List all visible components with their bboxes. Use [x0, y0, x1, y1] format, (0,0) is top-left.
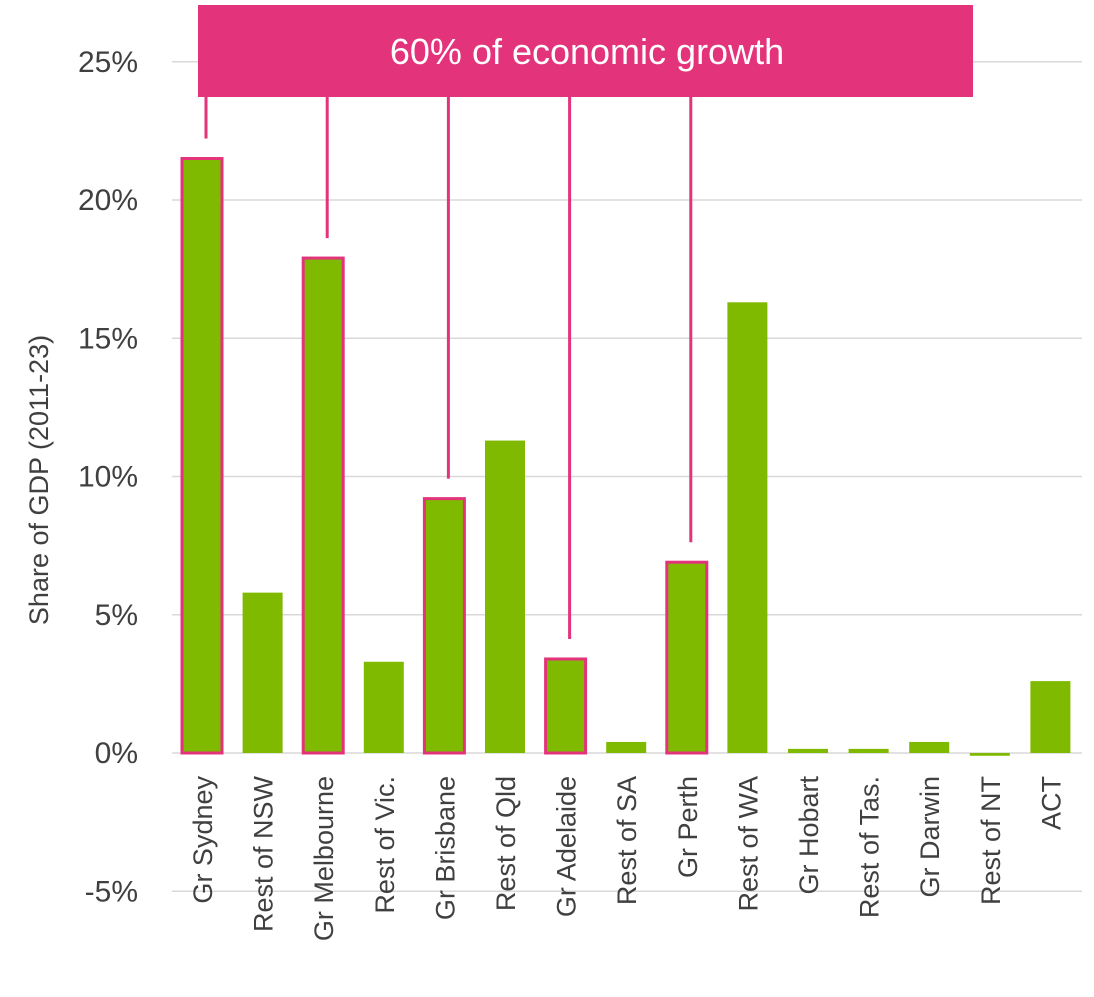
x-tick-label: Gr Darwin	[915, 776, 945, 898]
bar	[1030, 681, 1071, 753]
annotation-banner-box	[198, 5, 973, 97]
y-tick-label: 10%	[78, 461, 138, 494]
bar	[485, 440, 525, 753]
bar	[909, 741, 950, 753]
bar	[363, 661, 404, 753]
y-tick-label: 5%	[95, 599, 138, 632]
bar	[606, 741, 647, 753]
x-tick-label: Rest of SA	[612, 776, 642, 905]
annotation-text: 60% of economic growth	[390, 31, 784, 72]
x-tick-label: Gr Hobart	[794, 776, 824, 895]
x-tick-label: Gr Melbourne	[309, 776, 339, 941]
y-tick-label: 20%	[78, 184, 138, 217]
x-tick-label: Rest of Vic.	[370, 776, 400, 914]
bar	[665, 560, 709, 755]
x-tick-label: Rest of WA	[733, 776, 763, 912]
x-axis-ticks: Gr Sydney Rest of NSW Gr Melbourne Rest of …	[188, 775, 1066, 941]
x-tick-label: Rest of Tas.	[855, 776, 885, 918]
bars	[180, 157, 1071, 756]
x-tick-label: Rest of NT	[976, 776, 1006, 905]
y-tick-label: 0%	[95, 737, 138, 770]
annotation-banner: 60% of economic growth	[198, 5, 973, 97]
x-tick-label: Rest of NSW	[249, 775, 279, 932]
y-axis-ticks: -5% 0% 5% 10% 15% 20% 25%	[78, 46, 138, 909]
x-tick-label: Gr Perth	[673, 776, 703, 878]
bar	[848, 748, 889, 753]
x-tick-label: Rest of Qld	[491, 776, 521, 911]
bar	[727, 302, 768, 753]
bar	[422, 497, 466, 755]
y-axis-label: Share of GDP (2011-23)	[24, 335, 54, 625]
y-tick-label: 25%	[78, 46, 138, 79]
bar	[301, 256, 345, 755]
x-tick-label: Gr Brisbane	[430, 776, 460, 920]
y-tick-label: -5%	[85, 875, 138, 908]
bar	[180, 157, 224, 755]
bar	[788, 748, 828, 753]
annotation-connectors	[204, 97, 693, 639]
x-tick-label: ACT	[1036, 776, 1066, 830]
x-tick-label: Gr Sydney	[188, 776, 218, 904]
bar	[544, 657, 588, 755]
y-tick-label: 15%	[78, 322, 138, 355]
bar	[242, 592, 283, 753]
x-tick-label: Gr Adelaide	[552, 776, 582, 917]
bar	[969, 753, 1010, 756]
